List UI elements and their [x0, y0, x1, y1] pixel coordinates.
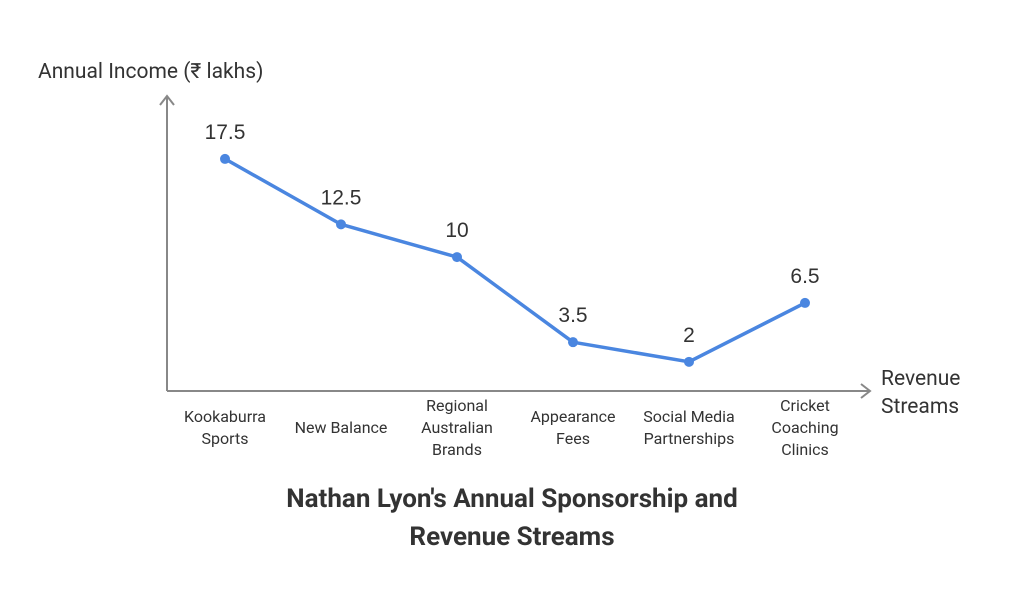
x-tick-label: Regional Australian Brands [421, 396, 493, 459]
point [452, 252, 462, 263]
value-label: 6.5 [790, 265, 819, 288]
point [336, 219, 346, 230]
y-axis-label: Annual Income (₹ lakhs) [38, 60, 264, 84]
value-label: 17.5 [205, 121, 246, 144]
axes [159, 94, 872, 399]
point [800, 297, 810, 308]
x-axis-label: Revenue Streams [881, 367, 961, 419]
x-tick-label: Kookaburra Sports [184, 407, 266, 448]
value-label: 3.5 [558, 304, 587, 327]
chart-title: Nathan Lyon's Annual Sponsorship and Rev… [286, 484, 738, 552]
value-label: 2 [683, 324, 695, 347]
value-label: 10 [445, 219, 468, 242]
x-axis-arrow [860, 383, 872, 399]
value-label: 12.5 [321, 186, 362, 209]
point [220, 153, 230, 164]
line [224, 157, 806, 364]
x-tick-label: Appearance Fees [530, 407, 616, 448]
x-tick-label: New Balance [294, 418, 388, 437]
point [568, 337, 578, 348]
x-tick-label: Cricket Coaching Clinics [771, 396, 839, 459]
point [684, 356, 694, 367]
x-tick-label: Social Media Partnerships [643, 407, 735, 448]
y-axis-arrow [159, 94, 175, 106]
